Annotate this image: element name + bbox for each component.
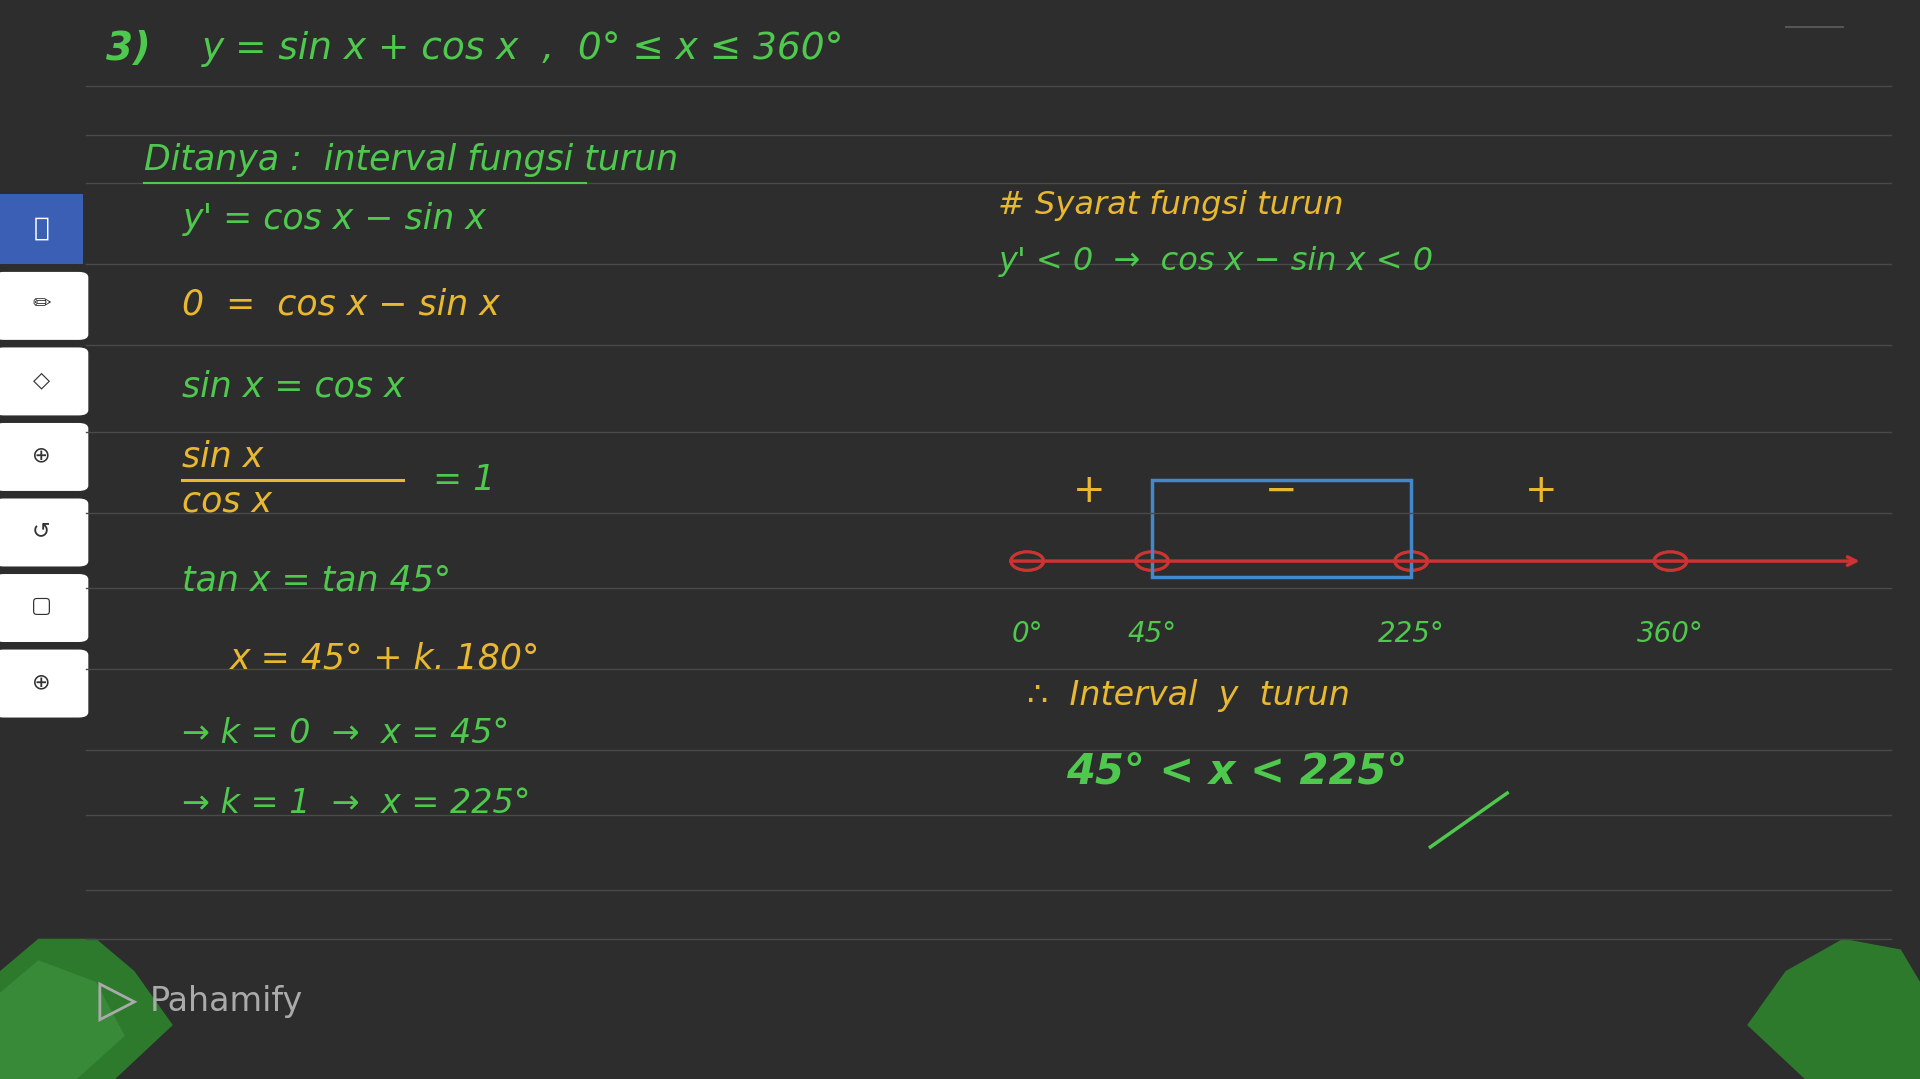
Text: ▢: ▢ [31,597,52,616]
Bar [1152,480,1411,577]
Text: ✋: ✋ [33,216,50,242]
Circle shape [1014,554,1041,569]
Text: x = 45° + k. 180°: x = 45° + k. 180° [230,641,541,675]
Text: → k = 1  →  x = 225°: → k = 1 → x = 225° [182,788,532,820]
Text: ⊕: ⊕ [33,446,50,465]
Text: = 1: = 1 [422,463,495,497]
Text: +: + [1524,472,1557,510]
Text: sin x: sin x [182,439,263,474]
Text: tan x = tan 45°: tan x = tan 45° [182,563,451,598]
Polygon shape [1747,939,1920,1079]
Text: y = sin x + cos x  ,  0° ≤ x ≤ 360°: y = sin x + cos x , 0° ≤ x ≤ 360° [202,30,845,67]
Text: ↺: ↺ [33,521,50,541]
Circle shape [1139,554,1165,569]
Text: cos x: cos x [182,484,273,519]
Text: 45°: 45° [1127,620,1177,648]
Text: −: − [1265,472,1298,510]
Text: +: + [1073,472,1106,510]
Text: ✏: ✏ [33,295,50,314]
Text: 225°: 225° [1379,620,1444,648]
Text: 0  =  cos x − sin x: 0 = cos x − sin x [182,287,501,322]
Text: ⊕: ⊕ [33,672,50,692]
Polygon shape [0,939,173,1079]
FancyBboxPatch shape [0,423,88,491]
FancyBboxPatch shape [0,498,88,566]
Text: y' < 0  →  cos x − sin x < 0: y' < 0 → cos x − sin x < 0 [998,246,1434,276]
Text: 45° < x < 225°: 45° < x < 225° [1066,751,1407,792]
Circle shape [1657,554,1684,569]
Text: 0°: 0° [1012,620,1043,648]
Text: 360°: 360° [1638,620,1703,648]
Text: # Syarat fungsi turun: # Syarat fungsi turun [998,190,1344,220]
Text: → k = 0  →  x = 45°: → k = 0 → x = 45° [182,718,509,750]
Text: y' = cos x − sin x: y' = cos x − sin x [182,202,486,236]
Bar [0,194,83,264]
FancyBboxPatch shape [0,574,88,642]
Text: ◇: ◇ [33,370,50,390]
FancyBboxPatch shape [0,347,88,415]
Text: Pahamify: Pahamify [150,985,303,1017]
Text: ∴  Interval  y  turun: ∴ Interval y turun [1027,680,1350,712]
Text: sin x = cos x: sin x = cos x [182,369,405,404]
Text: 3): 3) [106,29,150,68]
Circle shape [1398,554,1425,569]
FancyBboxPatch shape [0,272,88,340]
FancyBboxPatch shape [0,650,88,718]
Text: Ditanya :  interval fungsi turun: Ditanya : interval fungsi turun [144,142,678,177]
Polygon shape [0,960,125,1079]
